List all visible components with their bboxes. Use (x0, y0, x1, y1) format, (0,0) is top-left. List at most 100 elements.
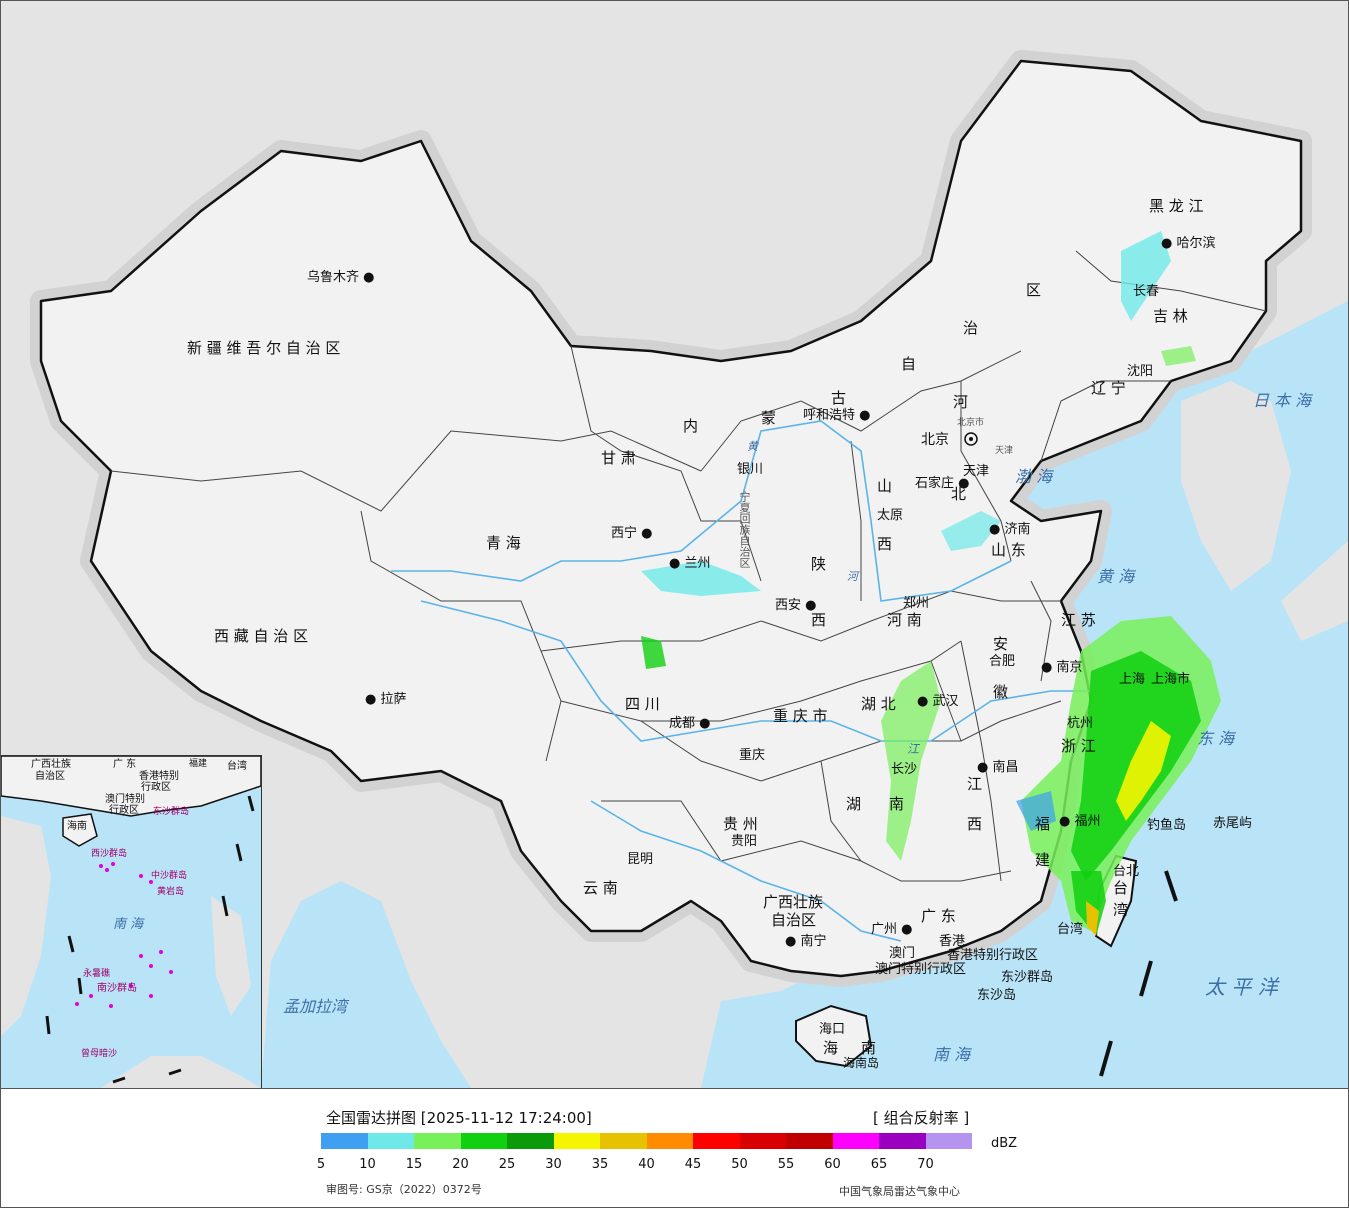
province-guangdong: 广 东 (921, 907, 956, 925)
city-haikou: 海口 (819, 1022, 846, 1037)
echo-sichuan-west (641, 636, 666, 669)
echo-taiwan-strong (1086, 901, 1099, 936)
color-tick-50: 50 (731, 1157, 748, 1172)
inset-label-hainan: 海南 (67, 821, 87, 832)
province-hunan-1: 湖 (846, 795, 862, 813)
city-macau: 澳门 (889, 946, 916, 961)
echo-gansu (641, 561, 761, 596)
province-ningxia: 宁夏回族自治区 (738, 491, 751, 568)
city-shenyang: 沈阳 (1127, 364, 1154, 379)
inset-label-taiwan: 台湾 (227, 761, 247, 772)
color-swatch-12 (879, 1133, 926, 1149)
echo-fujian-west (1016, 791, 1056, 831)
province-guizhou: 贵 州 (723, 815, 758, 833)
province-zhejiang: 浙 江 (1061, 737, 1096, 755)
credit-text: 中国气象局雷达气象中心 (839, 1185, 960, 1198)
color-tick-15: 15 (405, 1157, 423, 1172)
echo-shandong (941, 511, 1001, 551)
inset-borneo (101, 1056, 261, 1088)
radar-map[interactable]: 新 疆 维 吾 尔 自 治 区 西 藏 自 治 区 青 海 甘 肃 内 蒙 古 … (1, 1, 1348, 1089)
korea-japan-land (1181, 381, 1291, 591)
color-scale-ticks: 5 10 15 20 25 30 35 40 45 50 55 60 65 70 (317, 1157, 981, 1173)
city-changchun: 长春 (1133, 284, 1160, 299)
color-tick-40: 40 (638, 1157, 655, 1172)
inset-nine-dash (45, 795, 255, 1084)
inset-label-hk2: 行政区 (141, 782, 171, 793)
river-changjiang-label: 江 (907, 742, 920, 756)
province-qinghai: 青 海 (486, 534, 521, 552)
inset-land (1, 756, 261, 817)
city-hohhot: 呼和浩特 ● (803, 408, 871, 423)
inset-label-guangdong: 广 东 (113, 759, 137, 770)
color-tick-5: 5 (316, 1157, 326, 1172)
city-chengdu: 成都 ● (669, 716, 711, 731)
city-tianjin-shi: 天津 (995, 446, 1014, 456)
legend-panel: 全国雷达拼图 [2025-11-12 17:24:00] [ 组合反射率 ] 5… (1, 1089, 1348, 1207)
echo-jilin (1161, 346, 1196, 366)
inset-label-guangxi: 广西壮族 (31, 759, 71, 770)
inset-philippines (211, 896, 251, 1016)
color-swatch-8 (693, 1133, 740, 1149)
ocean-west (261, 881, 471, 1088)
color-swatch-3 (460, 1133, 507, 1149)
province-neimenggu-4: 自 (901, 355, 917, 373)
city-dongsha: 东沙群岛 (1001, 970, 1054, 985)
province-henan: 河 南 (887, 611, 922, 629)
province-borders (110, 250, 1267, 882)
city-nanning: ● 南宁 (785, 934, 827, 949)
ocean (701, 301, 1348, 1088)
province-neimenggu-1: 内 (683, 417, 699, 435)
city-jinan: ● 济南 (989, 522, 1031, 537)
city-beijing-shi: 北京市 (957, 418, 985, 428)
inset-label-dongsha: 东沙群岛 (153, 807, 190, 817)
city-zhengzhou: 郑州 (903, 596, 930, 611)
province-jilin: 吉 林 (1153, 307, 1188, 325)
echo-hubei-hunan (881, 661, 941, 861)
city-xian: 西安 ● (775, 598, 817, 613)
color-tick-30: 30 (545, 1157, 562, 1172)
inset-indochina (1, 816, 51, 1036)
inset-label-xisha: 西沙群岛 (91, 849, 128, 859)
city-hainan-island: 海南岛 (843, 1056, 880, 1070)
inset-label-fujian: 福建 (189, 759, 208, 769)
province-hongkong: 香港特别行政区 (947, 948, 1039, 963)
beijing-marker (964, 432, 978, 446)
province-jiangsu: 江 苏 (1061, 611, 1096, 629)
echo-east-china-strong (1116, 721, 1171, 821)
province-anhui-2: 徽 (993, 683, 1009, 701)
city-changsha: 长沙 (891, 762, 918, 777)
city-harbin: ● 哈尔滨 (1161, 236, 1216, 251)
japan-land (1281, 541, 1348, 641)
sea-donghai: 东 海 (1197, 729, 1235, 748)
color-swatch-4 (507, 1133, 554, 1149)
city-wuhan: ● 武汉 (917, 694, 959, 709)
color-swatch-0 (321, 1133, 368, 1149)
city-guiyang: 贵阳 (731, 834, 758, 849)
province-macao: 澳门特别行政区 (875, 962, 967, 977)
legend-unit: dBZ (991, 1136, 1018, 1151)
province-shanxi-1: 山 (877, 477, 893, 495)
sea-mengjiala: 孟加拉湾 (283, 997, 348, 1016)
city-fuzhou: ● 福州 (1059, 814, 1101, 829)
inset-hainan (62, 813, 98, 847)
color-tick-55: 55 (777, 1157, 795, 1172)
legend-title: 全国雷达拼图 [2025-11-12 17:24:00] (326, 1109, 592, 1127)
color-swatch-2 (414, 1133, 461, 1149)
river-he-label: 河 (847, 570, 858, 583)
sea-ribenhai: 日 本 海 (1253, 391, 1312, 410)
province-neimenggu-6: 区 (1026, 281, 1042, 299)
color-tick-35: 35 (591, 1157, 609, 1172)
inset-canvas (1, 756, 261, 1088)
city-yinchuan: 银川 (737, 462, 764, 477)
inset-label-zizhiqu: 自治区 (35, 771, 65, 782)
city-beijing: 北京 (921, 432, 949, 448)
hainan-island (795, 1004, 873, 1068)
inset-label-zhongsha: 中沙群岛 (151, 871, 188, 881)
province-neimenggu-3: 古 (831, 389, 847, 407)
inset-label-yongshu: 永暑礁 (83, 969, 111, 979)
city-urumqi: 乌鲁木齐 ● (307, 270, 375, 285)
province-jiangxi-1: 江 (967, 775, 983, 793)
province-hebei-1: 河 (953, 393, 969, 411)
city-hongkong: 香港 (939, 934, 966, 949)
